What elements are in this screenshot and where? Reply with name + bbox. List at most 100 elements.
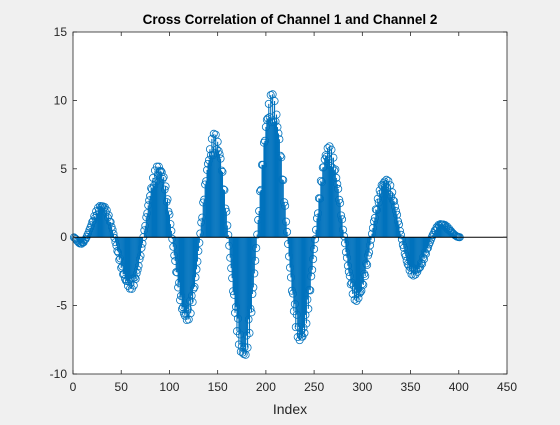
- stem-marker: [221, 204, 230, 213]
- stem-marker: [161, 182, 170, 191]
- stem-marker: [220, 186, 229, 195]
- stem-marker: [415, 263, 424, 272]
- stem-marker: [190, 282, 199, 291]
- stem-marker: [248, 290, 257, 299]
- stem-marker: [382, 175, 391, 184]
- stem-marker: [327, 145, 336, 154]
- stem-marker: [361, 272, 370, 281]
- stem-marker: [240, 343, 249, 352]
- stem-marker: [184, 315, 193, 324]
- stem-marker: [135, 255, 144, 264]
- x-tick-label: 0: [70, 380, 77, 394]
- stem-marker: [247, 308, 256, 317]
- stem-marker: [311, 235, 320, 244]
- stem-marker: [279, 176, 288, 185]
- stem-marker: [192, 265, 201, 274]
- stem-marker: [215, 150, 224, 159]
- stem-marker: [213, 137, 222, 146]
- stem-marker: [393, 210, 402, 219]
- stem-marker: [298, 332, 307, 341]
- stem-marker: [333, 180, 342, 189]
- stem-marker: [165, 210, 174, 219]
- x-tick-label: 250: [304, 380, 324, 394]
- stem-marker: [224, 230, 233, 239]
- y-tick-label: 5: [60, 162, 67, 176]
- stem-marker: [334, 184, 343, 193]
- x-tick-label: 350: [401, 380, 421, 394]
- stem-marker: [389, 196, 398, 205]
- stem-marker: [330, 166, 339, 175]
- stem-marker: [212, 145, 221, 154]
- stem-marker: [423, 243, 432, 252]
- stem-marker: [272, 110, 281, 119]
- stem-marker: [366, 241, 375, 250]
- stem-marker: [332, 173, 341, 182]
- y-tick-label: -10: [50, 367, 68, 381]
- stem-marker: [359, 280, 368, 289]
- stem-marker: [329, 153, 338, 162]
- stem-marker: [394, 217, 403, 226]
- axes-box: [72, 31, 508, 375]
- stem-marker: [250, 269, 259, 278]
- stem-marker: [274, 129, 283, 138]
- stem-marker: [336, 199, 345, 208]
- stem-marker: [223, 221, 232, 230]
- stem-marker: [339, 225, 348, 234]
- stem-marker: [108, 225, 117, 234]
- x-tick-label: 300: [352, 380, 372, 394]
- x-tick-label: 200: [256, 380, 276, 394]
- x-tick-label: 50: [115, 380, 129, 394]
- stem-marker: [280, 198, 289, 207]
- stem-marker: [222, 207, 231, 216]
- stem-marker: [302, 319, 311, 328]
- stem-marker: [137, 243, 146, 252]
- stem-marker: [183, 304, 192, 313]
- stem-marker: [133, 265, 142, 274]
- plot-area: [73, 32, 507, 374]
- stem-marker: [396, 230, 405, 239]
- stem-marker: [188, 298, 197, 307]
- stem-marker: [394, 220, 403, 229]
- stem-marker: [350, 295, 359, 304]
- stem-marker: [277, 153, 286, 162]
- stem-marker: [363, 260, 372, 269]
- stem-marker: [392, 207, 401, 216]
- stem-marker: [186, 309, 195, 318]
- stem-marker: [354, 294, 363, 303]
- stem-marker: [282, 217, 291, 226]
- stem-marker: [238, 348, 247, 357]
- x-axis-label: Index: [273, 401, 307, 417]
- stem-marker: [304, 304, 313, 313]
- stem-marker: [158, 174, 167, 183]
- stem-marker: [384, 177, 393, 186]
- stem-marker: [296, 330, 305, 339]
- stem-marker: [163, 195, 172, 204]
- stem-marker: [252, 244, 261, 253]
- stem-marker: [217, 166, 226, 175]
- stem-marker: [356, 288, 365, 297]
- stem-marker: [395, 226, 404, 235]
- stem-marker: [160, 185, 169, 194]
- x-tick-label: 450: [497, 380, 517, 394]
- y-tick-label: 10: [54, 93, 68, 107]
- stem-marker: [323, 144, 332, 153]
- stem-series: [69, 90, 507, 359]
- stem-marker: [422, 244, 431, 253]
- stem-marker: [307, 272, 316, 281]
- stem-marker: [335, 195, 344, 204]
- stem-marker: [189, 284, 198, 293]
- stem-marker: [219, 185, 228, 194]
- stem-marker: [157, 168, 166, 177]
- stem-marker: [275, 135, 284, 144]
- stem-marker: [195, 238, 204, 247]
- stem-marker: [305, 285, 314, 294]
- stem-marker: [387, 192, 396, 201]
- stem-marker: [245, 329, 254, 338]
- stem-marker: [273, 123, 282, 132]
- stem-marker: [159, 173, 168, 182]
- stem-marker: [338, 215, 347, 224]
- stem-marker: [391, 202, 400, 211]
- stem-marker: [331, 165, 340, 174]
- y-tick-label: 0: [60, 230, 67, 244]
- y-tick-label: 15: [54, 25, 68, 39]
